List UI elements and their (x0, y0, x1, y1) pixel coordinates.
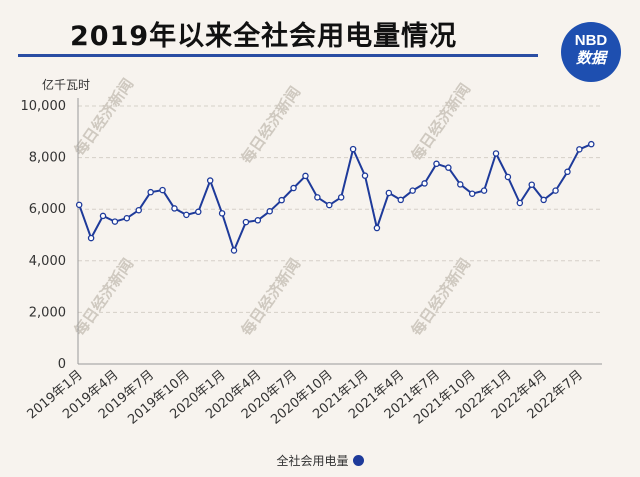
data-point-19 (302, 172, 309, 180)
data-point-27 (397, 196, 404, 204)
data-point-32 (457, 181, 464, 188)
data-point-20 (314, 194, 321, 201)
data-point-36 (504, 173, 512, 181)
data-point-13 (230, 247, 238, 254)
data-point-4 (123, 214, 131, 222)
data-point-43 (588, 140, 595, 148)
title-underline (18, 54, 538, 57)
data-point-23 (349, 145, 357, 153)
legend-marker (352, 455, 364, 466)
data-point-3 (111, 218, 119, 225)
watermark-4: 每日经济新闻 (238, 255, 304, 339)
watermark-0: 每日经济新闻 (71, 75, 137, 159)
data-point-38 (528, 181, 535, 188)
data-point-14 (242, 218, 250, 226)
legend-label: 全社会用电量 (276, 454, 349, 468)
y-tick-label-8000: 8,000 (29, 151, 66, 166)
y-tick-label-10000: 10,000 (21, 99, 67, 114)
data-point-11 (206, 177, 214, 184)
data-point-25 (373, 224, 381, 232)
data-point-15 (254, 217, 262, 224)
data-point-12 (218, 210, 226, 217)
data-point-18 (290, 184, 297, 192)
data-point-37 (516, 199, 524, 207)
data-point-8 (171, 205, 178, 212)
y-axis-unit-label: 亿千瓦时 (42, 78, 91, 92)
data-point-21 (326, 201, 333, 209)
y-tick-label-6000: 6,000 (29, 202, 66, 217)
watermark-5: 每日经济新闻 (408, 255, 474, 339)
data-point-26 (385, 189, 393, 197)
data-point-40 (552, 187, 559, 194)
watermark-2: 每日经济新闻 (408, 80, 474, 164)
data-point-17 (278, 196, 285, 204)
nbd-logo: NBD 数据 (561, 22, 621, 82)
data-point-9 (183, 211, 190, 219)
data-point-1 (87, 234, 95, 242)
logo-text-nbd: NBD (574, 32, 608, 49)
data-point-30 (433, 160, 440, 168)
y-tick-label-4000: 4,000 (29, 254, 66, 269)
data-point-6 (147, 188, 154, 196)
y-tick-label-0: 0 (58, 357, 66, 372)
data-point-22 (337, 194, 345, 201)
data-point-2 (99, 212, 107, 220)
data-point-0 (75, 201, 83, 209)
watermark-3: 每日经济新闻 (71, 255, 137, 339)
data-point-28 (409, 187, 416, 194)
chart-title: 2019年以来全社会用电量情况 (70, 21, 458, 52)
data-point-39 (540, 196, 547, 204)
data-point-35 (492, 150, 500, 157)
data-point-41 (564, 168, 571, 176)
data-point-31 (445, 164, 452, 171)
data-point-33 (468, 190, 476, 197)
series-line (78, 143, 592, 252)
watermark-1: 每日经济新闻 (238, 83, 304, 167)
legend: 全社会用电量 (0, 452, 640, 469)
data-point-24 (361, 172, 369, 179)
data-point-42 (576, 146, 583, 153)
y-tick-label-2000: 2,000 (29, 305, 66, 320)
data-point-34 (480, 187, 488, 194)
data-point-16 (266, 208, 273, 215)
data-point-29 (421, 180, 428, 187)
logo-text-data: 数据 (575, 49, 606, 67)
data-point-5 (135, 206, 142, 214)
data-point-10 (195, 208, 202, 216)
data-point-7 (159, 186, 166, 194)
